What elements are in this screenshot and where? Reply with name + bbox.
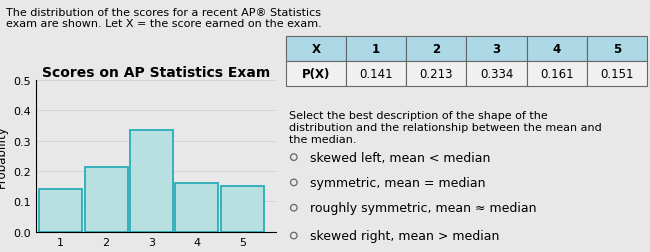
Title: Scores on AP Statistics Exam: Scores on AP Statistics Exam xyxy=(42,66,270,79)
Bar xyxy=(220,186,264,232)
Text: skewed left, mean < median: skewed left, mean < median xyxy=(310,151,491,164)
Bar xyxy=(84,167,127,232)
Text: skewed right, mean > median: skewed right, mean > median xyxy=(310,229,499,242)
Text: The distribution of the scores for a recent AP® Statistics
exam are shown. Let X: The distribution of the scores for a rec… xyxy=(6,8,322,29)
Text: symmetric, mean = median: symmetric, mean = median xyxy=(310,176,486,189)
Bar xyxy=(39,189,83,232)
Bar xyxy=(176,183,218,232)
Bar xyxy=(130,131,173,232)
Text: roughly symmetric, mean ≈ median: roughly symmetric, mean ≈ median xyxy=(310,201,536,214)
Y-axis label: Probability: Probability xyxy=(0,125,8,187)
Text: Select the best description of the shape of the
distribution and the relationshi: Select the best description of the shape… xyxy=(289,111,602,144)
